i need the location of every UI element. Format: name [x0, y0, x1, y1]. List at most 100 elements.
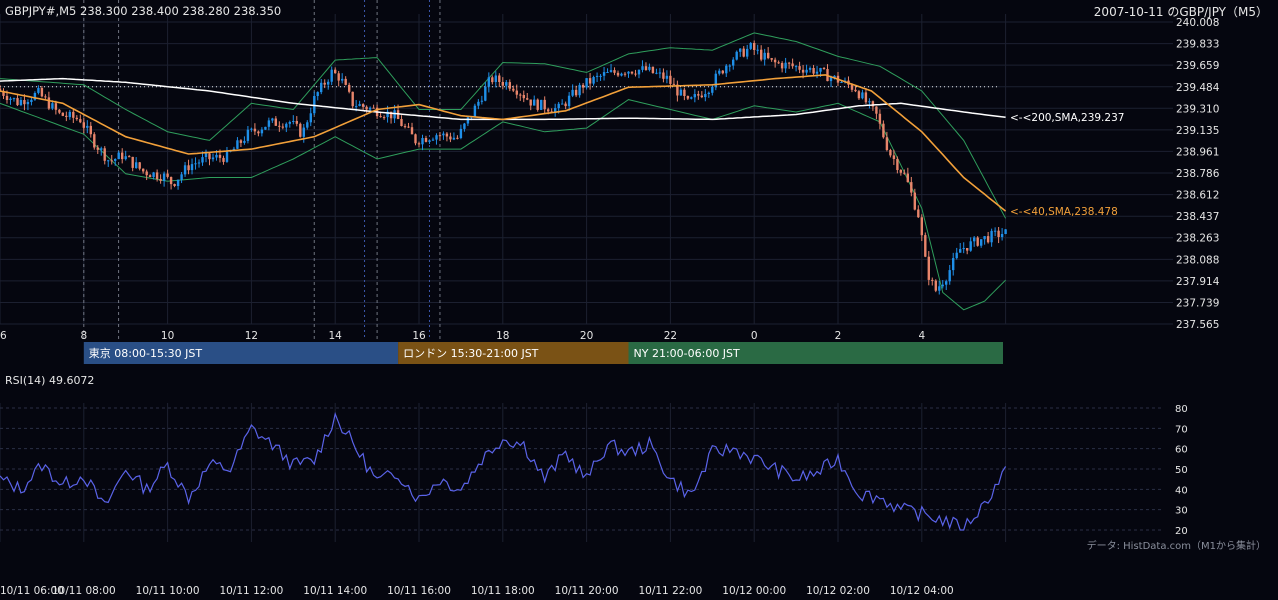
candle-body	[145, 171, 148, 176]
candle-body	[931, 279, 934, 281]
rsi-tick-label: 40	[1175, 485, 1188, 496]
candle-body	[211, 157, 215, 160]
price-tick-label: 238.612	[1176, 190, 1219, 202]
candle-body	[917, 209, 920, 218]
candle-body	[875, 106, 878, 114]
candle-body	[829, 77, 833, 82]
time-tick-label: 8	[80, 330, 87, 342]
candle-body	[250, 128, 253, 130]
candle-body	[609, 70, 613, 72]
rsi-tick-label: 50	[1175, 465, 1188, 476]
candle-body	[487, 77, 490, 87]
candle-body	[812, 68, 815, 74]
candle-body	[522, 95, 525, 99]
candle-body	[980, 239, 983, 246]
candle-body	[421, 138, 424, 145]
candle-body	[260, 129, 264, 134]
candle-body	[718, 70, 721, 74]
candle-body	[627, 71, 630, 74]
candle-body	[976, 237, 979, 246]
candle-body	[100, 148, 103, 150]
candle-body	[840, 82, 843, 83]
candle-body	[236, 140, 239, 149]
candle-body	[1004, 229, 1007, 234]
candle-body	[361, 104, 365, 107]
candle-body	[508, 82, 511, 89]
candle-body	[945, 281, 948, 285]
candle-body	[616, 72, 620, 76]
rsi-time-label: 10/11 20:00	[555, 585, 619, 597]
candle-body	[505, 82, 508, 86]
candle-body	[501, 82, 504, 86]
candle-body	[410, 127, 414, 135]
candle-body	[850, 84, 854, 90]
candle-body	[26, 102, 30, 105]
candle-body	[341, 78, 344, 81]
candle-body	[253, 128, 257, 132]
candle-body	[452, 137, 456, 140]
candle-body	[68, 111, 71, 118]
candle-body	[396, 110, 400, 119]
candle-body	[526, 98, 529, 100]
candle-body	[23, 100, 26, 105]
candle-body	[142, 168, 145, 172]
candle-body	[770, 58, 773, 60]
rsi-tick-label: 60	[1175, 445, 1188, 456]
candle-body	[51, 103, 54, 109]
candle-body	[295, 121, 298, 124]
candle-body	[344, 78, 347, 85]
candle-body	[86, 125, 89, 128]
candle-body	[739, 48, 742, 52]
candle-body	[676, 84, 679, 96]
candle-body	[183, 165, 187, 175]
candle-body	[372, 107, 375, 109]
candle-body	[152, 172, 155, 177]
candle-body	[651, 66, 655, 73]
candle-body	[274, 118, 277, 126]
candle-body	[9, 98, 12, 100]
candle-body	[176, 179, 180, 186]
candle-body	[110, 160, 113, 162]
price-tick-label: 237.739	[1176, 298, 1219, 310]
candle-body	[267, 120, 271, 127]
candle-body	[281, 126, 284, 128]
candle-body	[491, 77, 494, 83]
candle-body	[320, 82, 323, 93]
candle-body	[117, 152, 120, 160]
candle-body	[679, 89, 683, 96]
candle-body	[459, 128, 463, 138]
candle-body	[602, 72, 606, 76]
candle-body	[700, 95, 703, 98]
candle-body	[885, 137, 889, 150]
candle-body	[225, 151, 229, 162]
candle-body	[581, 84, 585, 88]
candle-body	[40, 88, 44, 97]
candle-body	[138, 162, 141, 169]
candle-body	[194, 163, 197, 165]
price-tick-label: 238.786	[1176, 168, 1220, 180]
candle-body	[962, 248, 965, 250]
rsi-label: RSI(14) 49.6072	[5, 374, 94, 387]
candle-body	[278, 125, 281, 127]
candle-body	[12, 98, 16, 100]
data-source-note: データ: HistData.com（M1から集計）	[1087, 539, 1266, 552]
candle-body	[997, 230, 1000, 237]
candle-body	[477, 101, 480, 106]
candle-body	[47, 97, 51, 109]
candle-body	[986, 236, 990, 243]
candle-body	[65, 115, 68, 117]
candle-body	[96, 147, 99, 150]
price-tick-label: 238.437	[1176, 211, 1219, 223]
candle-body	[257, 131, 260, 134]
candle-body	[794, 66, 798, 68]
candle-body	[358, 104, 361, 106]
candle-body	[753, 43, 756, 50]
rsi-tick-label: 80	[1175, 404, 1188, 415]
rsi-time-label: 10/11 18:00	[471, 585, 535, 597]
candle-body	[166, 173, 169, 177]
session-bar: 東京 08:00-15:30 JST ロンドン 15:30-21:00 JST NY…	[83, 342, 1003, 364]
candle-body	[431, 139, 435, 141]
price-tick-label: 238.961	[1176, 146, 1219, 158]
candle-body	[906, 173, 909, 183]
candle-body	[620, 73, 623, 76]
